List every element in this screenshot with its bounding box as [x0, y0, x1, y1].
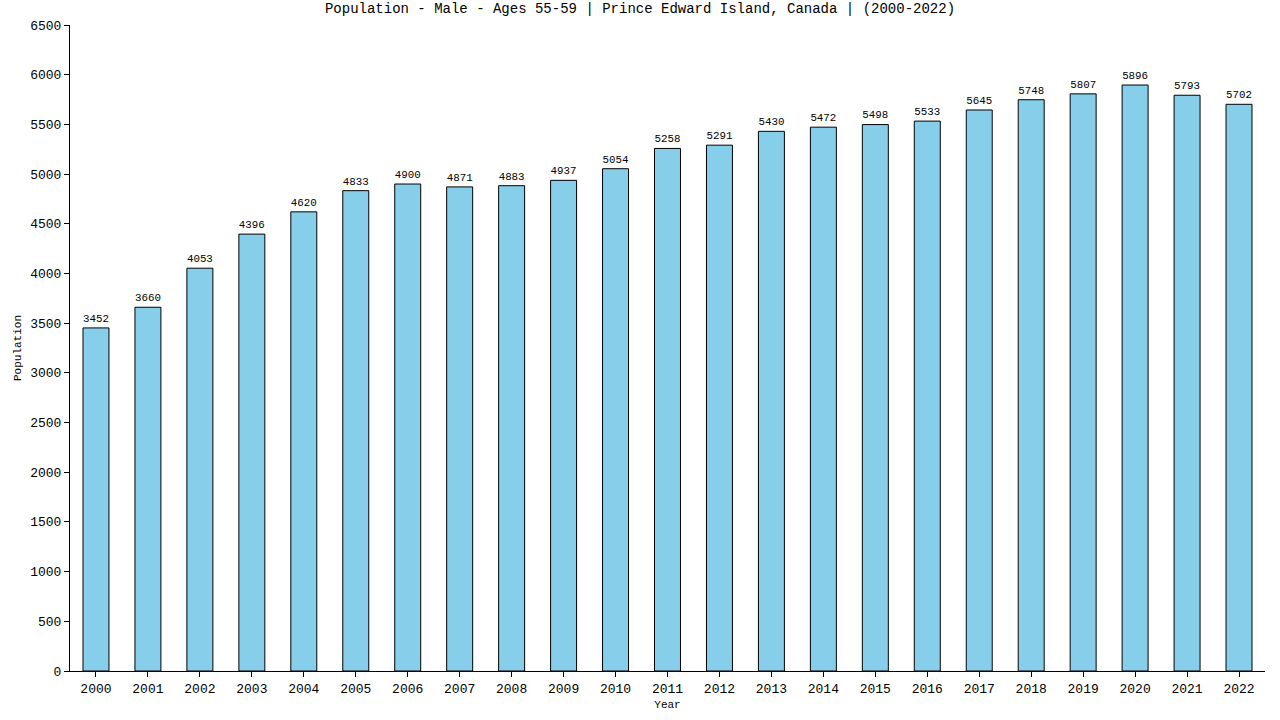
svg-text:3500: 3500 [30, 317, 61, 332]
svg-text:4900: 4900 [395, 169, 421, 181]
svg-text:500: 500 [38, 615, 61, 630]
svg-text:5000: 5000 [30, 168, 61, 183]
svg-text:2008: 2008 [496, 682, 527, 697]
svg-text:2019: 2019 [1068, 682, 1099, 697]
svg-text:5472: 5472 [810, 112, 836, 124]
svg-text:5054: 5054 [603, 154, 629, 166]
svg-text:6500: 6500 [30, 19, 61, 34]
svg-text:4396: 4396 [239, 219, 265, 231]
svg-text:4871: 4871 [447, 172, 473, 184]
svg-text:4500: 4500 [30, 217, 61, 232]
svg-text:2015: 2015 [860, 682, 891, 697]
svg-text:5645: 5645 [966, 95, 992, 107]
svg-text:5702: 5702 [1226, 89, 1252, 101]
svg-text:2000: 2000 [30, 466, 61, 481]
svg-text:3000: 3000 [30, 366, 61, 381]
svg-text:3660: 3660 [135, 292, 161, 304]
svg-text:2004: 2004 [288, 682, 319, 697]
svg-text:4883: 4883 [499, 171, 525, 183]
svg-text:2014: 2014 [808, 682, 839, 697]
svg-text:2006: 2006 [392, 682, 423, 697]
svg-text:2010: 2010 [600, 682, 631, 697]
svg-text:5807: 5807 [1070, 79, 1096, 91]
svg-text:2001: 2001 [132, 682, 163, 697]
svg-text:5793: 5793 [1174, 80, 1200, 92]
svg-text:2002: 2002 [184, 682, 215, 697]
svg-text:2000: 2000 [80, 682, 111, 697]
svg-text:5291: 5291 [706, 130, 732, 142]
svg-text:4053: 4053 [187, 253, 213, 265]
svg-text:2003: 2003 [236, 682, 267, 697]
svg-text:2009: 2009 [548, 682, 579, 697]
svg-text:5498: 5498 [862, 109, 888, 121]
svg-text:2018: 2018 [1016, 682, 1047, 697]
svg-text:1500: 1500 [30, 515, 61, 530]
svg-text:0: 0 [54, 665, 62, 680]
svg-text:5258: 5258 [655, 133, 681, 145]
svg-text:2022: 2022 [1223, 682, 1254, 697]
svg-text:2005: 2005 [340, 682, 371, 697]
svg-text:Population: Population [12, 315, 24, 381]
svg-text:2016: 2016 [912, 682, 943, 697]
svg-text:Population - Male - Ages 55-59: Population - Male - Ages 55-59 | Prince … [325, 1, 955, 17]
svg-text:4833: 4833 [343, 176, 369, 188]
svg-text:2017: 2017 [964, 682, 995, 697]
svg-text:4937: 4937 [551, 165, 577, 177]
svg-text:5430: 5430 [758, 116, 784, 128]
svg-text:2011: 2011 [652, 682, 683, 697]
svg-text:5500: 5500 [30, 118, 61, 133]
svg-text:5533: 5533 [914, 106, 940, 118]
svg-text:3452: 3452 [83, 313, 109, 325]
svg-text:2500: 2500 [30, 416, 61, 431]
svg-text:2012: 2012 [704, 682, 735, 697]
svg-text:4620: 4620 [291, 197, 317, 209]
svg-text:4000: 4000 [30, 267, 61, 282]
svg-text:2013: 2013 [756, 682, 787, 697]
svg-text:2007: 2007 [444, 682, 475, 697]
svg-text:2021: 2021 [1171, 682, 1202, 697]
svg-text:5748: 5748 [1018, 85, 1044, 97]
svg-text:1000: 1000 [30, 565, 61, 580]
svg-text:5896: 5896 [1122, 70, 1148, 82]
svg-text:Year: Year [654, 699, 680, 711]
svg-text:6000: 6000 [30, 68, 61, 83]
svg-text:2020: 2020 [1120, 682, 1151, 697]
